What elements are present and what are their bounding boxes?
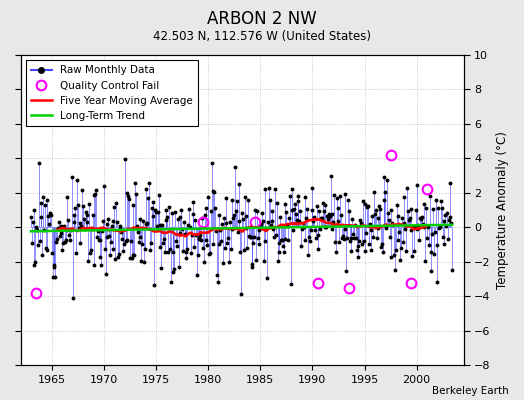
Text: ARBON 2 NW: ARBON 2 NW	[207, 10, 317, 28]
Legend: Raw Monthly Data, Quality Control Fail, Five Year Moving Average, Long-Term Tren: Raw Monthly Data, Quality Control Fail, …	[26, 60, 198, 126]
Text: 42.503 N, 112.576 W (United States): 42.503 N, 112.576 W (United States)	[153, 30, 371, 43]
Text: Berkeley Earth: Berkeley Earth	[432, 386, 508, 396]
Y-axis label: Temperature Anomaly (°C): Temperature Anomaly (°C)	[496, 131, 509, 289]
